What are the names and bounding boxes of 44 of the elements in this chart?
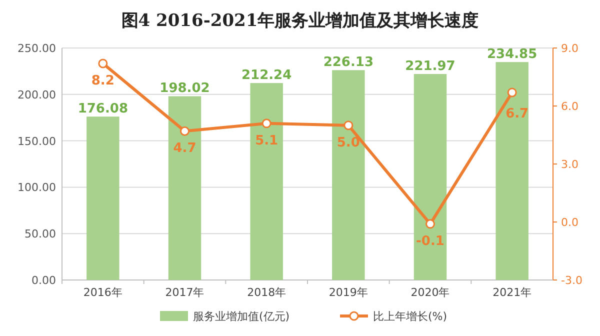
data-label: 198.02 — [160, 81, 210, 96]
data-label: 176.08 — [78, 102, 128, 117]
bar — [86, 116, 120, 280]
x-tick-label: 2017年 — [165, 286, 204, 299]
chart-title: 图4 2016-2021年服务业增加值及其增长速度 — [121, 11, 479, 31]
bar — [332, 70, 365, 280]
y-tick-label: 150.00 — [18, 134, 56, 148]
point — [180, 126, 190, 136]
data-label: 4.7 — [173, 141, 196, 156]
legend-label: 服务业增加值(亿元) — [193, 310, 290, 323]
data-label: 5.1 — [255, 133, 278, 148]
x-tick-label: 2020年 — [410, 286, 450, 299]
bar — [168, 96, 202, 280]
point — [344, 120, 354, 130]
x-tick-label: 2019年 — [328, 286, 368, 299]
data-label: 6.7 — [506, 106, 529, 122]
y-tick-label: 50.00 — [24, 228, 56, 241]
y2-tick-label: 6.0 — [561, 100, 578, 113]
y2-tick-label: 3.0 — [561, 158, 578, 171]
y-tick-label: 250.00 — [18, 42, 56, 55]
x-tick-label: 2016年 — [83, 286, 122, 299]
bar — [250, 83, 283, 280]
y2-tick-label: 0.0 — [561, 216, 578, 229]
x-tick-label: 2018年 — [247, 286, 286, 299]
point — [98, 58, 108, 68]
x-tick-label: 2021年 — [492, 286, 532, 299]
bar — [496, 62, 528, 280]
data-label: 234.85 — [486, 47, 538, 62]
data-label: 8.2 — [91, 73, 114, 88]
data-label: 221.97 — [405, 59, 456, 74]
y-tick-label: 200.00 — [18, 88, 56, 102]
y2-tick-label: 9.0 — [561, 42, 578, 55]
point — [426, 219, 435, 229]
point — [507, 88, 517, 98]
data-label: -0.1 — [416, 234, 444, 249]
bar — [414, 74, 447, 280]
legend-label: 比上年增长(%) — [373, 310, 448, 323]
data-label: 5.0 — [336, 135, 360, 150]
y-tick-label: 100.00 — [18, 181, 56, 194]
y-tick-label: 0.00 — [32, 274, 56, 287]
data-label: 226.13 — [323, 55, 374, 70]
point — [262, 118, 272, 128]
data-label: 212.24 — [241, 68, 292, 84]
y2-tick-label: -3.0 — [561, 274, 582, 287]
